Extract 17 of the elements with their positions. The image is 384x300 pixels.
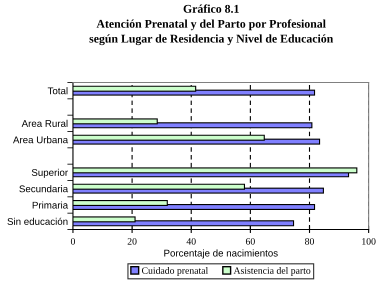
x-tick-label: 20 xyxy=(128,238,137,245)
y-tick-label: Area Rural xyxy=(22,120,68,127)
y-tick-label: Sin educación xyxy=(7,218,68,225)
y-tick-label: Secundaria xyxy=(19,185,68,192)
legend-label: Cuidado prenatal xyxy=(142,267,208,276)
x-tick-label: 100 xyxy=(362,238,376,245)
y-tick-label: Total xyxy=(48,87,68,94)
x-tick-label: 40 xyxy=(186,238,196,245)
y-tick-label: Area Urbana xyxy=(13,136,68,144)
x-tick-label: 80 xyxy=(305,238,314,245)
x-axis-title: Porcentaje de nacimientos xyxy=(164,249,278,258)
y-tick-label: Primaria xyxy=(32,201,68,209)
chart-title: Gráfico 8.1 Atención Prenatal y del Parto por Profesional según Lugar de Residencia y Nivel de Educación xyxy=(90,4,334,46)
legend-label: Asistencia del parto xyxy=(234,267,310,276)
y-tick-label: Superior xyxy=(32,168,68,178)
x-tick-label: 0 xyxy=(70,238,76,245)
x-tick-label: 60 xyxy=(246,238,255,245)
